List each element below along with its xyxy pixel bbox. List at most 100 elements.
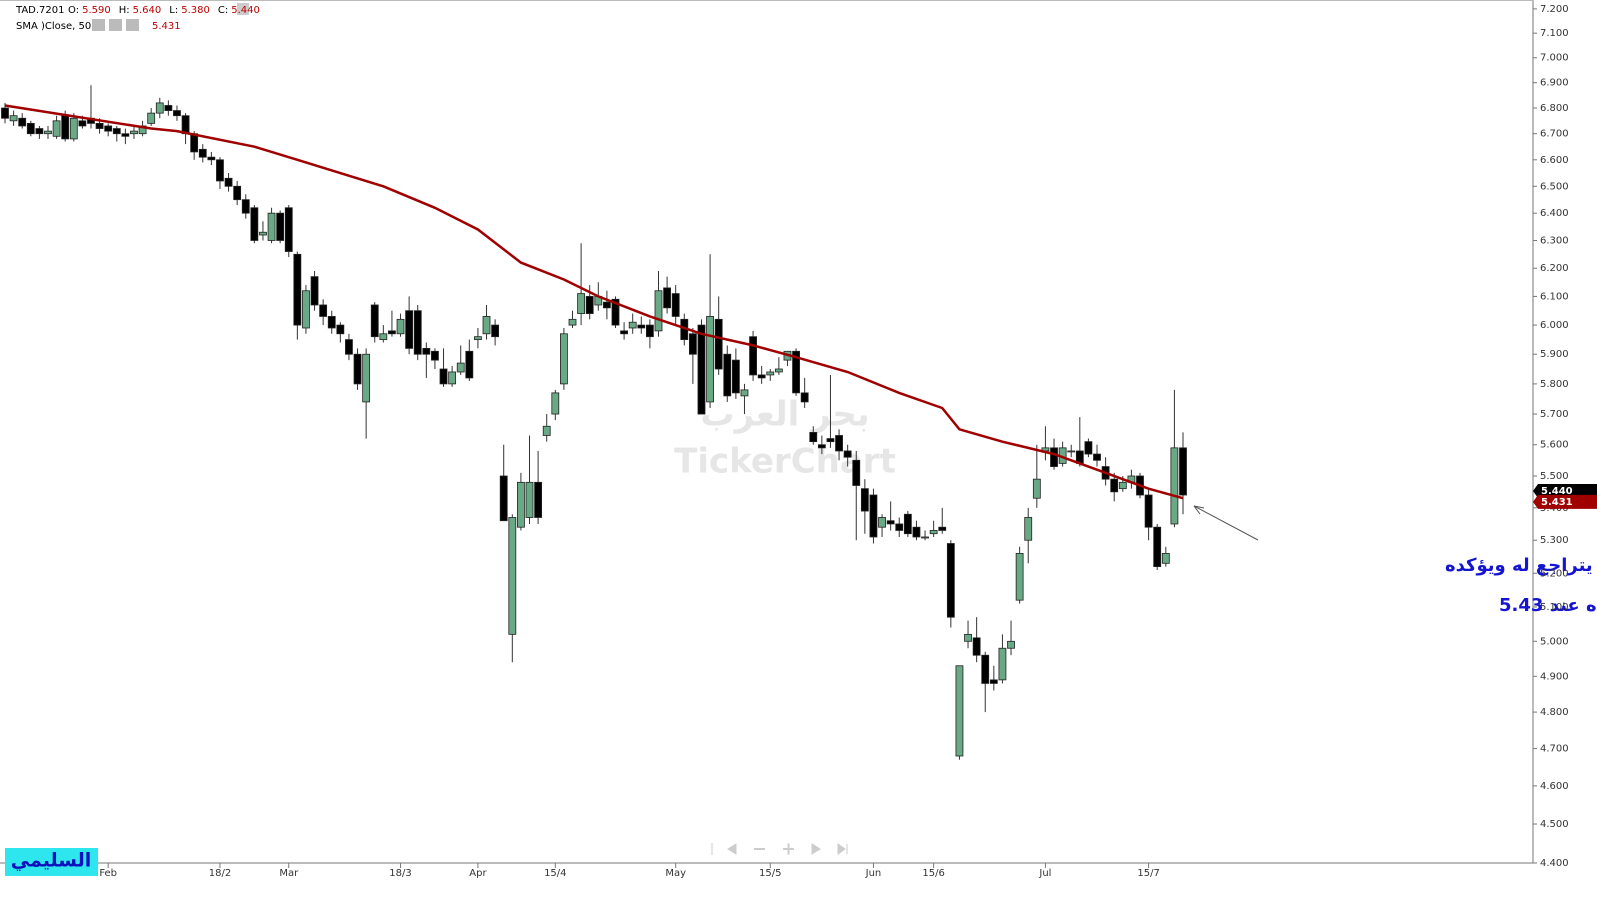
nav-icon[interactable] [837, 843, 848, 855]
candle-body [542, 425, 551, 436]
y-tick-label: 5.900 [1540, 349, 1569, 360]
candle-body [766, 371, 775, 376]
candle-body [1118, 481, 1127, 490]
candle-body [835, 435, 843, 452]
candle-body [130, 130, 138, 135]
nav-icon[interactable] [811, 843, 821, 855]
candle-body [517, 481, 525, 528]
sma-line [4, 104, 1184, 500]
candle-body [259, 231, 267, 236]
field-name: C: [218, 5, 228, 16]
candle-body [1179, 447, 1187, 496]
candle-body [525, 481, 534, 518]
candle-body [869, 494, 878, 538]
candle-body [946, 543, 955, 618]
candle-body [955, 665, 964, 757]
candle-body [233, 185, 242, 201]
y-tick-label: 4.500 [1540, 819, 1569, 830]
candle-body [413, 310, 422, 355]
candle-body [577, 293, 586, 314]
nav-icon[interactable] [783, 843, 794, 855]
candle-body [18, 117, 27, 127]
y-tick-label: 6.600 [1540, 155, 1569, 166]
icon[interactable] [126, 19, 139, 31]
candle-body [112, 128, 121, 135]
candle-body [921, 536, 929, 539]
candle-body [972, 637, 981, 656]
field-value: 5.590 [82, 5, 111, 16]
field-value: 5.440 [231, 5, 260, 16]
candle-body [362, 353, 371, 403]
candle-body [370, 304, 379, 338]
candle-body [645, 324, 654, 338]
candle-body [293, 253, 302, 326]
candle-body [663, 287, 671, 309]
x-tick-label: Jun [865, 868, 882, 879]
y-tick-label: 5.100 [1540, 602, 1569, 613]
candle-body [740, 389, 749, 397]
candle-body [938, 526, 947, 531]
y-tick-label: 7.100 [1540, 28, 1569, 39]
candle-body [809, 432, 818, 443]
y-tick-label: 7.200 [1540, 4, 1569, 15]
candle-body [560, 333, 568, 385]
candle-body [508, 517, 517, 635]
y-tick-label: 6.200 [1540, 263, 1569, 274]
candle-body [345, 339, 353, 355]
candle-body [276, 212, 285, 241]
candle-body [405, 310, 414, 349]
candle-body [1110, 478, 1119, 493]
annotation: اغلب توقفات اليوم عنده عند 5.43 [1499, 595, 1597, 616]
candle-body [52, 120, 61, 137]
candle-body [147, 112, 156, 124]
candle-body [207, 156, 216, 161]
y-tick-label: 7.000 [1540, 53, 1569, 64]
candle-body [302, 290, 310, 329]
candle-body [697, 324, 706, 415]
y-tick-label: 5.000 [1540, 636, 1569, 647]
candle-body [792, 350, 800, 394]
candle-body [379, 333, 388, 341]
arrow-head [1193, 505, 1205, 515]
candle-body [1170, 447, 1179, 525]
candle-body [439, 368, 448, 385]
candle-body [1050, 447, 1058, 467]
candle-body [44, 130, 52, 135]
candle-body [826, 438, 835, 443]
field-name: O: [68, 5, 79, 16]
icon[interactable] [109, 19, 122, 31]
candle-body [216, 159, 224, 182]
candle-body [35, 128, 44, 135]
candle-body [78, 120, 87, 127]
candle-body [181, 115, 190, 135]
candle-body [688, 333, 697, 355]
candle-body [637, 324, 646, 329]
candle-body [964, 633, 972, 642]
candle-body [69, 117, 78, 140]
candle-body [336, 324, 345, 335]
y-tick-label: 5.600 [1540, 440, 1569, 451]
x-tick-label: 18/2 [209, 868, 231, 879]
y-tick-label: 5.800 [1540, 379, 1569, 390]
candle-body [1084, 441, 1093, 455]
icon[interactable] [92, 19, 105, 31]
candle-body [1007, 640, 1015, 649]
x-tick-label: Apr [469, 868, 487, 879]
candle-body [895, 523, 904, 531]
indicator-value: 5.431 [152, 21, 181, 32]
candle-body [327, 316, 336, 329]
candle-body [620, 330, 628, 335]
y-tick-label: 6.900 [1540, 78, 1569, 89]
y-tick-label: 6.300 [1540, 235, 1569, 246]
candle-body [1032, 478, 1041, 499]
candle-body [267, 212, 276, 241]
x-tick-label: 15/7 [1137, 868, 1159, 879]
price-tag [1533, 484, 1597, 499]
annotation-arrow [1193, 505, 1259, 541]
candle-body [551, 392, 560, 415]
y-tick-label: 6.700 [1540, 129, 1569, 140]
candle-body [723, 353, 732, 397]
candle-body [1, 107, 9, 119]
icon[interactable] [237, 3, 249, 15]
nav-icon[interactable] [727, 843, 737, 855]
